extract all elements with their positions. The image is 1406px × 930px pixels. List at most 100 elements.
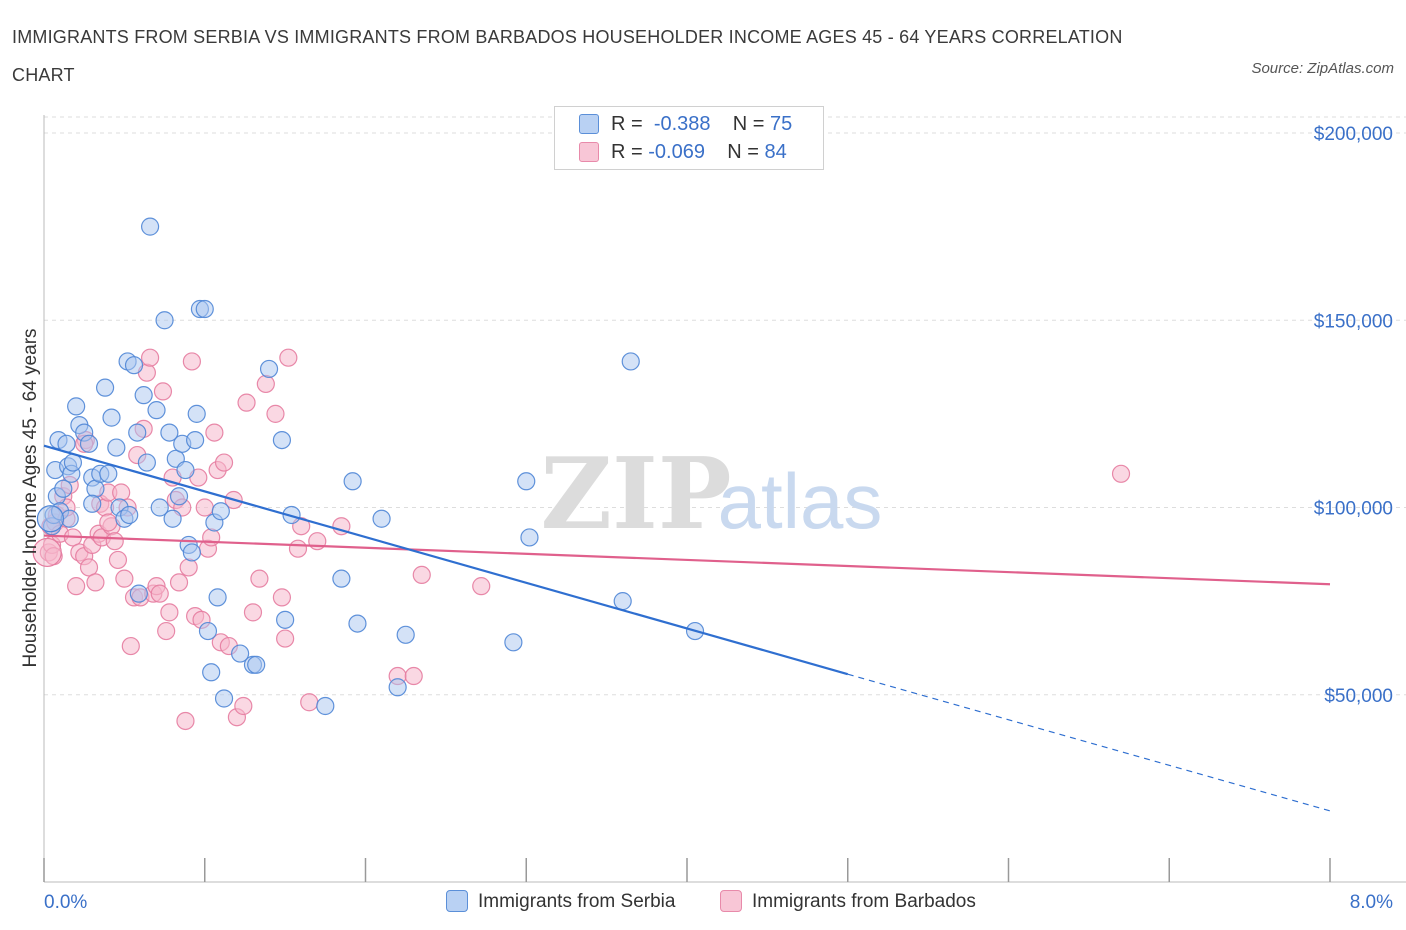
- barbados-point: [243, 603, 263, 622]
- x-tick-label-max: 8.0%: [1350, 892, 1393, 913]
- watermark-atlas: atlas: [718, 457, 883, 545]
- serbia-point: [95, 378, 115, 397]
- barbados-point: [99, 513, 118, 532]
- y-axis-label: Householder Income Ages 45 - 64 years: [20, 328, 41, 667]
- chart-title: IMMIGRANTS FROM SERBIA VS IMMIGRANTS FRO…: [12, 27, 1123, 85]
- legend-item-serbia: Immigrants from Serbia: [446, 888, 675, 916]
- serbia-point: [124, 356, 144, 375]
- serbia-point: [169, 487, 189, 506]
- barbados-point: [195, 498, 214, 517]
- axes: [43, 115, 1406, 883]
- serbia-point: [198, 621, 218, 641]
- series-serbia-points: [36, 217, 705, 716]
- barbados-point: [121, 636, 140, 656]
- barbados-legend-swatch-icon: [720, 890, 742, 912]
- watermark-zip: ZIP: [540, 437, 731, 552]
- source-label: Source: ZipAtlas.com: [1251, 60, 1394, 77]
- serbia-point: [99, 464, 118, 483]
- legend-item-barbados: Immigrants from Barbados: [720, 888, 976, 916]
- serbia-point: [36, 505, 65, 533]
- barbados-point: [205, 423, 224, 442]
- serbia-point: [343, 472, 362, 491]
- barbados-point: [300, 693, 319, 712]
- serbia-point: [208, 588, 227, 607]
- barbados-n-value: 84: [764, 141, 787, 163]
- serbia-point: [272, 430, 292, 450]
- serbia-point: [120, 505, 139, 525]
- barbados-point: [79, 558, 99, 577]
- barbados-n-label: N =: [727, 141, 759, 163]
- barbados-point: [176, 711, 195, 731]
- serbia-point: [140, 217, 160, 236]
- serbia-point: [247, 655, 266, 674]
- y-tick-label: $100,000: [1314, 499, 1393, 520]
- serbia-point: [67, 397, 86, 416]
- barbados-point: [115, 569, 134, 588]
- watermark: ZIP atlas: [540, 437, 882, 552]
- barbados-point: [412, 565, 431, 585]
- serbia-point: [396, 625, 415, 644]
- serbia-point: [102, 408, 121, 427]
- barbados-point: [276, 629, 295, 648]
- serbia-point: [211, 502, 230, 521]
- y-tick-label: $150,000: [1314, 311, 1393, 332]
- serbia-point: [259, 359, 279, 379]
- serbia-point: [231, 644, 250, 663]
- serbia-point: [163, 509, 182, 528]
- serbia-point: [160, 423, 179, 442]
- serbia-point: [202, 663, 221, 682]
- serbia-point: [83, 494, 102, 513]
- serbia-point: [372, 509, 391, 528]
- serbia-swatch-icon: [579, 114, 599, 134]
- barbados-point: [272, 588, 292, 607]
- barbados-point: [150, 584, 169, 603]
- serbia-point: [214, 689, 234, 708]
- serbia-point: [187, 404, 206, 423]
- barbados-point: [32, 537, 62, 568]
- serbia-point: [150, 498, 169, 517]
- barbados-point: [202, 528, 221, 547]
- barbados-point: [86, 573, 105, 592]
- serbia-trend-line: [43, 444, 849, 676]
- legend-serbia-label: Immigrants from Serbia: [478, 891, 676, 912]
- serbia-point: [79, 434, 99, 453]
- serbia-n-label: N =: [732, 113, 765, 135]
- serbia-point: [186, 430, 205, 450]
- serbia-point: [147, 401, 166, 420]
- serbia-point: [129, 584, 148, 603]
- serbia-point: [107, 438, 126, 457]
- serbia-point: [504, 633, 523, 652]
- serbia-point: [182, 543, 201, 562]
- axis-labels: $50,000 $100,000 $150,000 $200,000 0.0% 8.0% H…: [20, 124, 1393, 913]
- serbia-point: [128, 423, 147, 442]
- y-tick-label: $50,000: [1324, 686, 1393, 707]
- barbados-point: [1111, 464, 1131, 483]
- serbia-trend-extrapolation: [847, 673, 1331, 812]
- barbados-point: [105, 532, 124, 551]
- barbados-r-value: -0.069: [648, 141, 705, 163]
- serbia-point: [517, 472, 536, 491]
- serbia-point: [520, 528, 539, 547]
- serbia-legend-swatch-icon: [446, 890, 468, 912]
- trend-lines: [43, 444, 1331, 812]
- barbados-point: [266, 404, 285, 423]
- serbia-point: [316, 696, 335, 716]
- barbados-point: [234, 696, 253, 716]
- serbia-point: [195, 299, 214, 319]
- x-tick-label-min: 0.0%: [44, 892, 87, 913]
- serbia-point: [276, 610, 295, 629]
- serbia-point: [176, 460, 195, 480]
- barbados-point: [404, 666, 423, 686]
- serbia-point: [134, 386, 153, 405]
- serbia-point: [621, 352, 640, 371]
- serbia-point: [155, 311, 174, 330]
- legend-row-barbados: R = -0.069 N = 84: [579, 140, 787, 164]
- barbados-point: [279, 348, 298, 367]
- legend-barbados-label: Immigrants from Barbados: [752, 891, 976, 912]
- barbados-point: [214, 453, 234, 472]
- barbados-point: [108, 550, 128, 570]
- barbados-trend-line: [43, 534, 1331, 586]
- serbia-point: [86, 479, 105, 498]
- serbia-point: [348, 614, 367, 633]
- barbados-point: [472, 577, 491, 596]
